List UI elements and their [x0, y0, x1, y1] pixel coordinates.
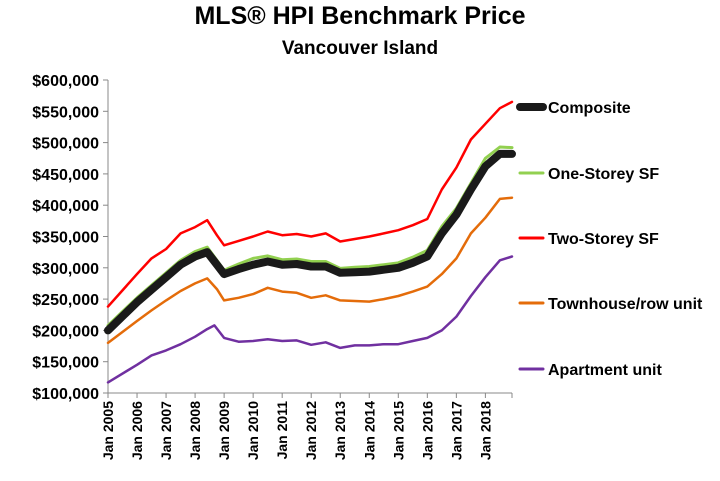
x-tick-label: Jan 2010: [245, 401, 261, 460]
series-line-one-storey-sf: [106, 145, 514, 327]
series-layer: [104, 100, 516, 384]
y-tick-label: $400,000: [32, 198, 99, 215]
series-line-townhouse-row-unit: [106, 196, 514, 345]
chart-subtitle: Vancouver Island: [281, 38, 439, 59]
x-tick-label: Jan 2016: [419, 401, 435, 460]
series-line-apartment-unit: [106, 255, 514, 384]
x-tick-label: Jan 2015: [390, 401, 406, 460]
y-tick-label: $200,000: [32, 323, 99, 340]
series-line-composite: [104, 149, 516, 335]
series-line-two-storey-sf: [106, 100, 514, 308]
x-tick-label: Jan 2007: [158, 401, 174, 460]
y-tick-label: $250,000: [32, 292, 99, 309]
x-tick-label: Jan 2009: [216, 401, 232, 460]
legend-label-townhouse-row-unit: Townhouse/row unit: [548, 296, 703, 313]
x-tick-label: Jan 2005: [100, 401, 116, 460]
x-tick-label: Jan 2012: [303, 401, 319, 460]
legend-label-composite: Composite: [548, 100, 631, 117]
legend-label-one-storey-sf: One-Storey SF: [548, 166, 659, 183]
y-tick-label: $500,000: [32, 136, 99, 153]
legend-label-two-storey-sf: Two-Storey SF: [548, 231, 659, 248]
y-tick-label: $550,000: [32, 104, 99, 121]
y-tick-label: $150,000: [32, 355, 99, 372]
y-tick-label: $350,000: [32, 230, 99, 247]
y-tick-label: $600,000: [32, 73, 99, 90]
x-tick-label: Jan 2017: [448, 401, 464, 460]
axes: $100,000 $150,000 $200,000 $250,000 $300,000…: [32, 73, 513, 460]
x-tick-label: Jan 2018: [477, 401, 493, 460]
y-tick-label: $300,000: [32, 261, 99, 278]
x-tick-label: Jan 2008: [187, 401, 203, 460]
legend: Composite One-Storey SF Two-Storey SF Townh…: [516, 100, 703, 379]
y-tick-label: $100,000: [32, 386, 99, 403]
y-tick-label: $450,000: [32, 167, 99, 184]
x-tick-label: Jan 2011: [274, 401, 290, 460]
x-tick-label: Jan 2013: [332, 401, 348, 460]
legend-label-apartment-unit: Apartment unit: [548, 362, 662, 379]
x-tick-label: Jan 2014: [361, 401, 377, 460]
x-tick-label: Jan 2006: [129, 401, 145, 460]
chart-title: MLS® HPI Benchmark Price: [194, 2, 526, 30]
